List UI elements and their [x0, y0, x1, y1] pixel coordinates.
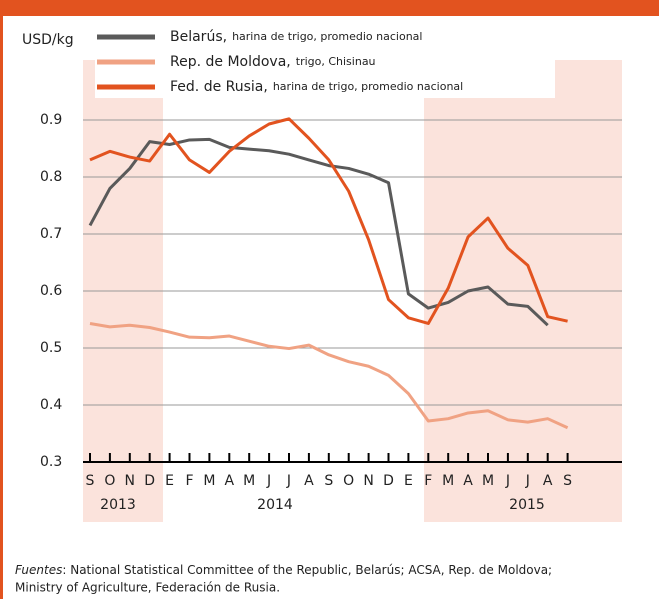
y-tick-label: 0.6: [40, 283, 62, 299]
x-tick-label: M: [442, 473, 454, 489]
legend-entry: Rep. de Moldova, trigo, Chisinau: [170, 54, 376, 70]
y-tick-label: 0.8: [40, 169, 62, 185]
legend-entry: Belarús, harina de trigo, promedio nacion…: [170, 29, 422, 45]
year-label: 2014: [257, 497, 293, 513]
series-line: [89, 322, 569, 430]
x-tick-label: J: [266, 473, 271, 489]
x-tick-label: D: [144, 473, 155, 489]
y-tick-label: 0.4: [40, 397, 62, 413]
series-line: [88, 137, 549, 327]
x-tick-label: F: [185, 473, 193, 489]
legend-bg: [95, 50, 555, 98]
legend-name: Rep. de Moldova,: [170, 54, 291, 70]
x-tick-label: M: [482, 473, 494, 489]
x-tick-label: M: [203, 473, 215, 489]
source-text: Ministry of Agriculture, Federación de R…: [15, 581, 280, 595]
y-tick-label: 0.5: [40, 340, 62, 356]
y-tick-label: 0.3: [40, 454, 62, 470]
left-border: [0, 0, 3, 599]
source: Fuentes: National Statistical Committee …: [15, 563, 552, 577]
source-text: : National Statistical Committee of the …: [62, 563, 552, 577]
header-strip: [0, 0, 659, 16]
x-tick-label: N: [363, 473, 373, 489]
legend-entry: Fed. de Rusia, harina de trigo, promedio …: [170, 79, 463, 95]
x-tick-label: J: [286, 473, 291, 489]
x-tick-label: A: [225, 473, 235, 489]
x-tick-label: E: [404, 473, 413, 489]
year-label: 2013: [100, 497, 136, 513]
year-label: 2015: [509, 497, 545, 513]
legend-detail: harina de trigo, promedio nacional: [273, 80, 463, 93]
x-tick-label: S: [563, 473, 572, 489]
legend-name: Fed. de Rusia,: [170, 79, 268, 95]
x-tick-label: J: [525, 473, 530, 489]
y-tick-label: 0.7: [40, 226, 62, 242]
source-label: Fuentes: [15, 563, 62, 577]
x-tick-label: N: [125, 473, 135, 489]
x-tick-label: M: [243, 473, 255, 489]
x-tick-label: F: [424, 473, 432, 489]
x-tick-label: O: [343, 473, 354, 489]
y-axis-label: USD/kg: [22, 32, 74, 48]
legend-name: Belarús,: [170, 29, 227, 45]
x-tick-label: O: [104, 473, 115, 489]
y-tick-label: 0.9: [40, 112, 62, 128]
series-line: [89, 117, 568, 325]
x-tick-label: A: [543, 473, 553, 489]
x-tick-label: D: [383, 473, 394, 489]
x-tick-label: A: [304, 473, 314, 489]
x-tick-label: J: [505, 473, 510, 489]
legend-detail: harina de trigo, promedio nacional: [232, 30, 422, 43]
legend-detail: trigo, Chisinau: [296, 55, 376, 68]
x-tick-label: A: [463, 473, 473, 489]
x-tick-label: E: [165, 473, 174, 489]
x-tick-label: S: [324, 473, 333, 489]
x-tick-label: S: [86, 473, 95, 489]
